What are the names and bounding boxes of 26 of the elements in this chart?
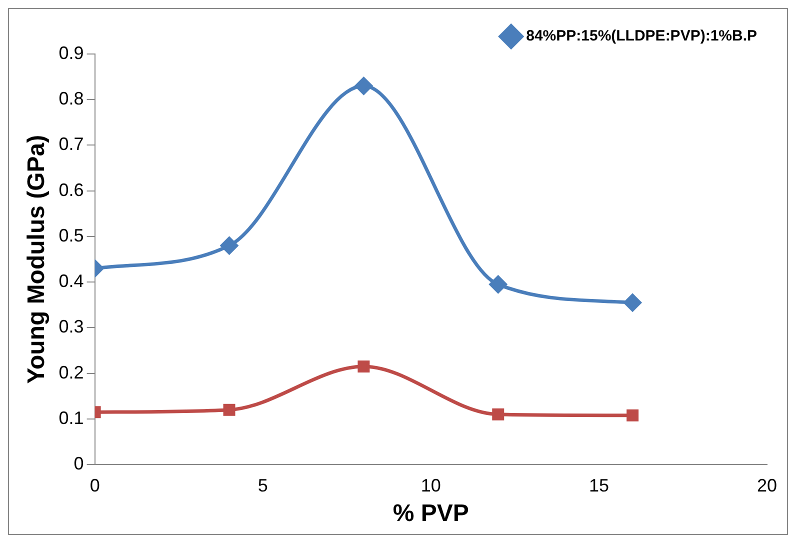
point xyxy=(626,409,639,422)
y-tick-label: 0.2 xyxy=(58,362,84,382)
x-axis-title: % PVP xyxy=(392,500,469,528)
x-tick-label: 10 xyxy=(420,475,441,496)
y-axis-title: Young Modulus (GPa) xyxy=(23,134,50,384)
y-tick-label: 0.1 xyxy=(58,408,84,428)
point xyxy=(492,408,504,420)
y-tick-label: 0.8 xyxy=(58,88,84,109)
point xyxy=(489,276,507,294)
x-tick-label: 5 xyxy=(258,475,268,496)
y-tick-label: 0.5 xyxy=(58,225,84,246)
y-tick-label: 0.3 xyxy=(58,316,84,337)
point xyxy=(624,294,642,312)
legend-label: 84%PP:15%(LLDPE:PVP):1%B.P xyxy=(526,28,758,45)
x-tick-label: 15 xyxy=(588,475,609,496)
y-tick-label: 0.6 xyxy=(58,180,84,200)
y-tick-label: 0.9 xyxy=(58,42,84,63)
y-tick-label: 0.4 xyxy=(58,271,84,292)
x-tick-label: 20 xyxy=(756,475,778,496)
point xyxy=(358,360,370,373)
y-tick-label: 0 xyxy=(74,454,84,474)
x-tick-label: 0 xyxy=(90,475,100,496)
point xyxy=(220,236,238,254)
point xyxy=(223,404,236,416)
point xyxy=(354,77,372,95)
y-tick-label: 0.7 xyxy=(58,134,84,154)
